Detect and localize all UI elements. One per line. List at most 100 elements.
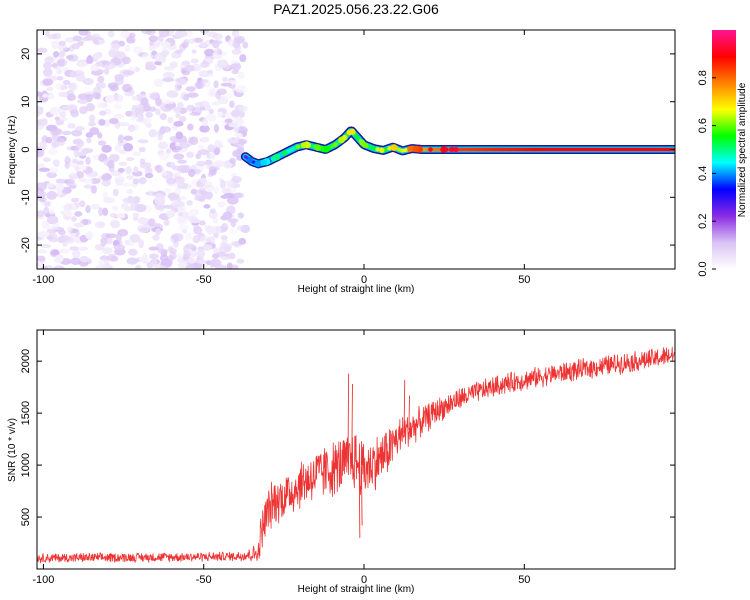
noise-blob: [203, 204, 211, 209]
noise-blob: [52, 51, 60, 58]
snr-series-line: [37, 346, 675, 564]
noise-blob: [142, 117, 151, 126]
noise-blob: [191, 49, 197, 54]
y-tick-label: 10: [20, 96, 32, 108]
noise-blob: [177, 215, 186, 223]
noise-blob: [205, 159, 212, 165]
noise-blob: [208, 166, 218, 174]
noise-blob: [162, 188, 172, 194]
noise-blob: [199, 220, 206, 226]
colorbar-tick-label: 0.8: [697, 70, 709, 85]
noise-blob: [166, 209, 176, 218]
noise-blob: [128, 248, 138, 256]
noise-blob: [70, 109, 79, 118]
ridge-peak: [453, 147, 458, 152]
noise-blob: [114, 74, 124, 81]
noise-blob: [46, 182, 55, 188]
noise-blob: [94, 221, 106, 229]
noise-blob: [59, 116, 69, 122]
noise-blob: [198, 259, 206, 265]
noise-blob: [148, 92, 159, 100]
ridge-peak: [342, 134, 348, 141]
noise-blob: [220, 235, 228, 241]
noise-blob: [213, 80, 219, 89]
y-tick-label: 20: [20, 48, 32, 60]
noise-blob: [86, 136, 92, 144]
noise-blob: [114, 175, 126, 184]
noise-blob: [58, 91, 70, 98]
noise-blob: [139, 227, 149, 233]
ridge-peak: [295, 144, 301, 150]
noise-blob: [227, 180, 236, 188]
noise-blob: [92, 92, 101, 100]
noise-blob: [188, 136, 195, 144]
noise-blob: [220, 255, 231, 261]
noise-blob: [144, 172, 154, 179]
noise-blob: [208, 87, 217, 94]
snr-spike: [403, 379, 406, 433]
noise-blob: [220, 82, 232, 87]
spectrogram-x-label: Height of straight line (km): [298, 284, 415, 295]
snr-spike: [358, 464, 361, 538]
noise-blob: [154, 196, 166, 206]
noise-blob: [113, 103, 123, 110]
noise-blob: [164, 127, 170, 133]
noise-blob: [42, 93, 48, 98]
noise-blob: [38, 191, 47, 198]
noise-blob: [236, 225, 246, 231]
noise-blob: [202, 244, 213, 251]
noise-blob: [59, 248, 70, 254]
noise-blob: [74, 144, 83, 151]
noise-blob: [184, 64, 195, 72]
noise-blob: [67, 226, 73, 233]
noise-blob: [148, 129, 158, 138]
noise-blob: [190, 58, 199, 64]
noise-blob: [213, 123, 220, 133]
colorbar-tick-label: 0.6: [697, 118, 709, 133]
ridge-peak: [349, 128, 356, 135]
ridge-peak: [412, 145, 420, 153]
noise-blob: [187, 38, 197, 45]
noise-blob: [148, 35, 158, 43]
noise-blob: [109, 154, 120, 163]
noise-blob: [158, 30, 170, 38]
noise-blob: [183, 39, 190, 45]
noise-blob: [109, 213, 117, 218]
noise-blob: [147, 190, 153, 196]
noise-blob: [117, 229, 129, 237]
noise-blob: [232, 150, 241, 158]
noise-blob: [131, 95, 139, 101]
y-tick-label: 2000: [20, 349, 32, 373]
noise-blob: [209, 258, 222, 267]
noise-blob: [227, 139, 239, 144]
ridge-peak: [375, 147, 380, 152]
noise-blob: [230, 264, 239, 269]
noise-blob: [124, 44, 131, 53]
noise-blob: [226, 205, 236, 215]
noise-blob: [236, 138, 248, 145]
ridge-peak: [330, 144, 335, 149]
x-tick-label: 0: [361, 574, 367, 586]
snr-spike: [347, 373, 350, 463]
noise-blob: [95, 265, 108, 269]
noise-blob: [77, 246, 89, 251]
noise-blob: [39, 197, 47, 203]
noise-blob: [126, 156, 135, 162]
snr-spike: [408, 395, 410, 430]
noise-blob: [137, 217, 149, 225]
noise-blob: [72, 35, 83, 42]
noise-blob: [42, 78, 54, 86]
snr-spike: [361, 466, 363, 526]
noise-blob: [83, 184, 93, 189]
y-tick-label: -20: [20, 237, 32, 253]
noise-blob: [109, 43, 121, 50]
noise-blob: [169, 61, 178, 69]
noise-blob: [52, 140, 60, 148]
noise-blob: [123, 197, 136, 204]
noise-blob: [152, 234, 160, 241]
noise-blob: [77, 98, 89, 104]
ridge-peak: [392, 145, 398, 151]
noise-blob: [132, 46, 143, 54]
noise-blob: [204, 48, 215, 57]
